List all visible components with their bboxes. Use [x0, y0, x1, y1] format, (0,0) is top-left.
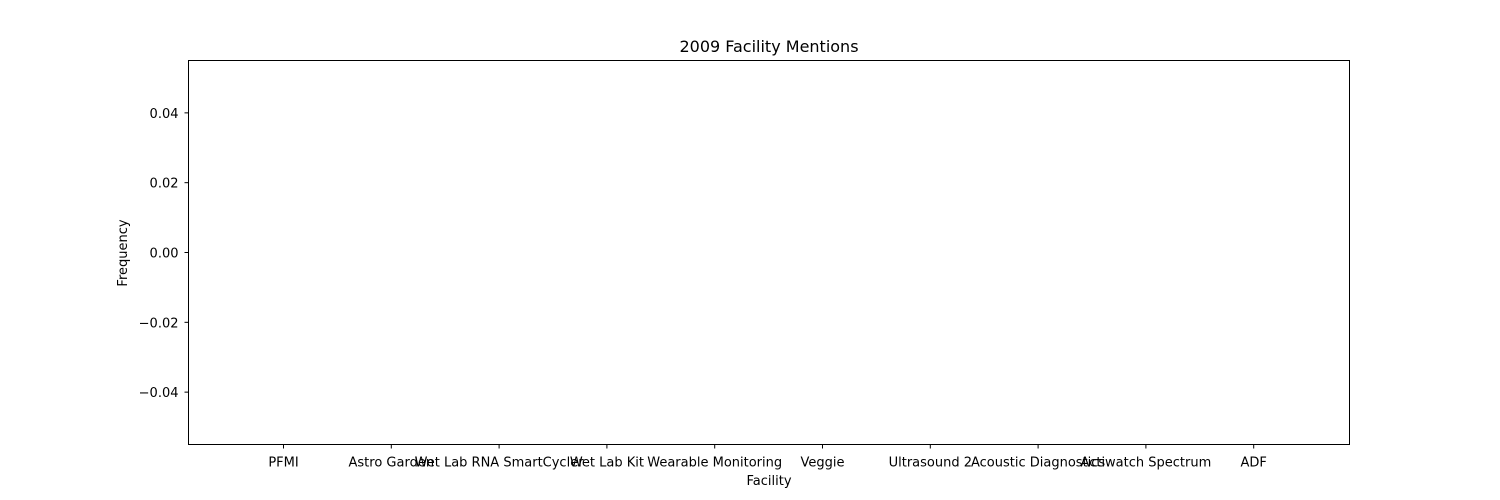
- y-axis: 0.04 0.02 0.00 −0.02 −0.04: [139, 107, 189, 401]
- x-tick-label: Astro Garden: [349, 456, 435, 471]
- x-tick-label: Wet Lab Kit: [570, 456, 644, 471]
- y-tick-label: 0.04: [150, 107, 179, 122]
- x-tick-label: Wearable Monitoring: [647, 456, 782, 471]
- y-tick-label: 0.00: [150, 247, 179, 262]
- x-tick-label: Veggie: [801, 456, 845, 471]
- y-axis-label: Frequency: [116, 219, 131, 286]
- plot-area-frame: [188, 60, 1350, 445]
- y-tick-label: 0.02: [150, 177, 179, 192]
- x-axis-label: Facility: [746, 474, 791, 489]
- chart-title: 2009 Facility Mentions: [679, 37, 858, 56]
- x-tick-label: Wet Lab RNA SmartCycler: [415, 456, 585, 471]
- x-tick-label: PFMI: [268, 456, 298, 471]
- x-tick-label: Ultrasound 2: [889, 456, 972, 471]
- y-tick-label: −0.02: [139, 316, 179, 331]
- x-tick-label: Actiwatch Spectrum: [1081, 456, 1212, 471]
- y-tick-label: −0.04: [139, 386, 179, 401]
- x-tick-label: Acoustic Diagnostics: [971, 456, 1105, 471]
- x-tick-label: ADF: [1241, 456, 1267, 471]
